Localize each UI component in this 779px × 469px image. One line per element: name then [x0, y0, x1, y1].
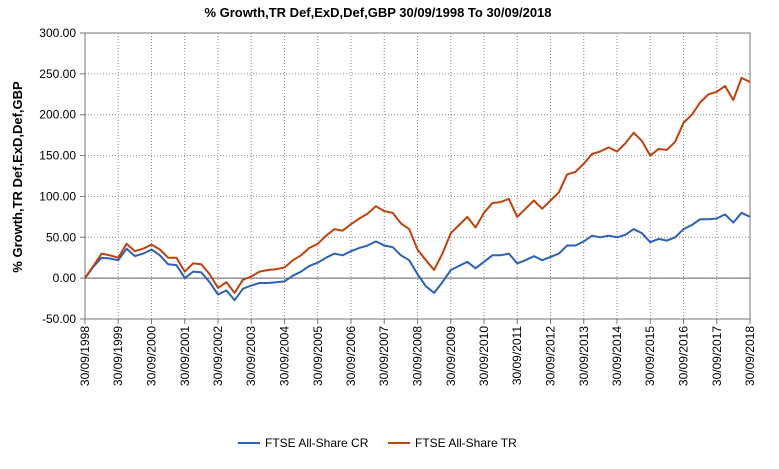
y-tick-label: 150.00 — [39, 149, 76, 163]
legend: FTSE All-Share CR FTSE All-Share TR — [238, 436, 517, 450]
y-tick-label: 200.00 — [39, 108, 76, 122]
x-tick-label: 30/09/2018 — [743, 326, 757, 386]
x-tick-label: 30/09/2012 — [544, 326, 558, 386]
y-tick-label: -50.00 — [42, 312, 76, 326]
x-tick-label: 30/09/2001 — [178, 326, 192, 386]
chart-title: % Growth,TR Def,ExD,Def,GBP 30/09/1998 T… — [204, 5, 551, 20]
x-tick-label: 30/09/2013 — [577, 326, 591, 386]
x-tick-label: 30/09/2008 — [411, 326, 425, 386]
x-tick-label: 30/09/2000 — [145, 326, 159, 386]
x-tick-label: 30/09/2017 — [710, 326, 724, 386]
x-tick-label: 30/09/2011 — [510, 326, 524, 385]
series-line-cr — [84, 211, 751, 302]
x-tick-label: 30/09/2002 — [211, 326, 225, 386]
x-tick-label: 30/09/2005 — [311, 326, 325, 386]
y-axis-label: % Growth,TR Def,ExD,Def,GBP — [10, 81, 25, 273]
x-tick-label: 30/09/2003 — [244, 326, 258, 386]
x-tick-label: 30/09/2010 — [477, 326, 491, 386]
x-tick-label: 30/09/1998 — [78, 326, 92, 386]
x-tick-label: 30/09/2004 — [278, 326, 292, 386]
y-tick-label: 0.00 — [53, 271, 77, 285]
plot-border — [84, 32, 751, 320]
y-tick-label: 300.00 — [39, 26, 76, 40]
y-tick-label: 100.00 — [39, 189, 76, 203]
x-tick-label: 30/09/2015 — [643, 326, 657, 386]
x-tick-label: 30/09/1999 — [111, 326, 125, 386]
x-tick-label: 30/09/2009 — [444, 326, 458, 386]
x-tick-label: 30/09/2007 — [377, 326, 391, 386]
series-line-tr — [84, 76, 751, 294]
legend-label-tr: FTSE All-Share TR — [415, 436, 517, 450]
x-tick-label: 30/09/2016 — [677, 326, 691, 386]
y-tick-label: 250.00 — [39, 67, 76, 81]
plot-area: 300.00 250.00 200.00 150.00 100.00 50.00 0.00 -… — [39, 26, 757, 386]
x-tick-label: 30/09/2014 — [610, 326, 624, 386]
x-tick-label: 30/09/2006 — [344, 326, 358, 386]
legend-label-cr: FTSE All-Share CR — [265, 436, 369, 450]
y-tick-label: 50.00 — [46, 230, 76, 244]
